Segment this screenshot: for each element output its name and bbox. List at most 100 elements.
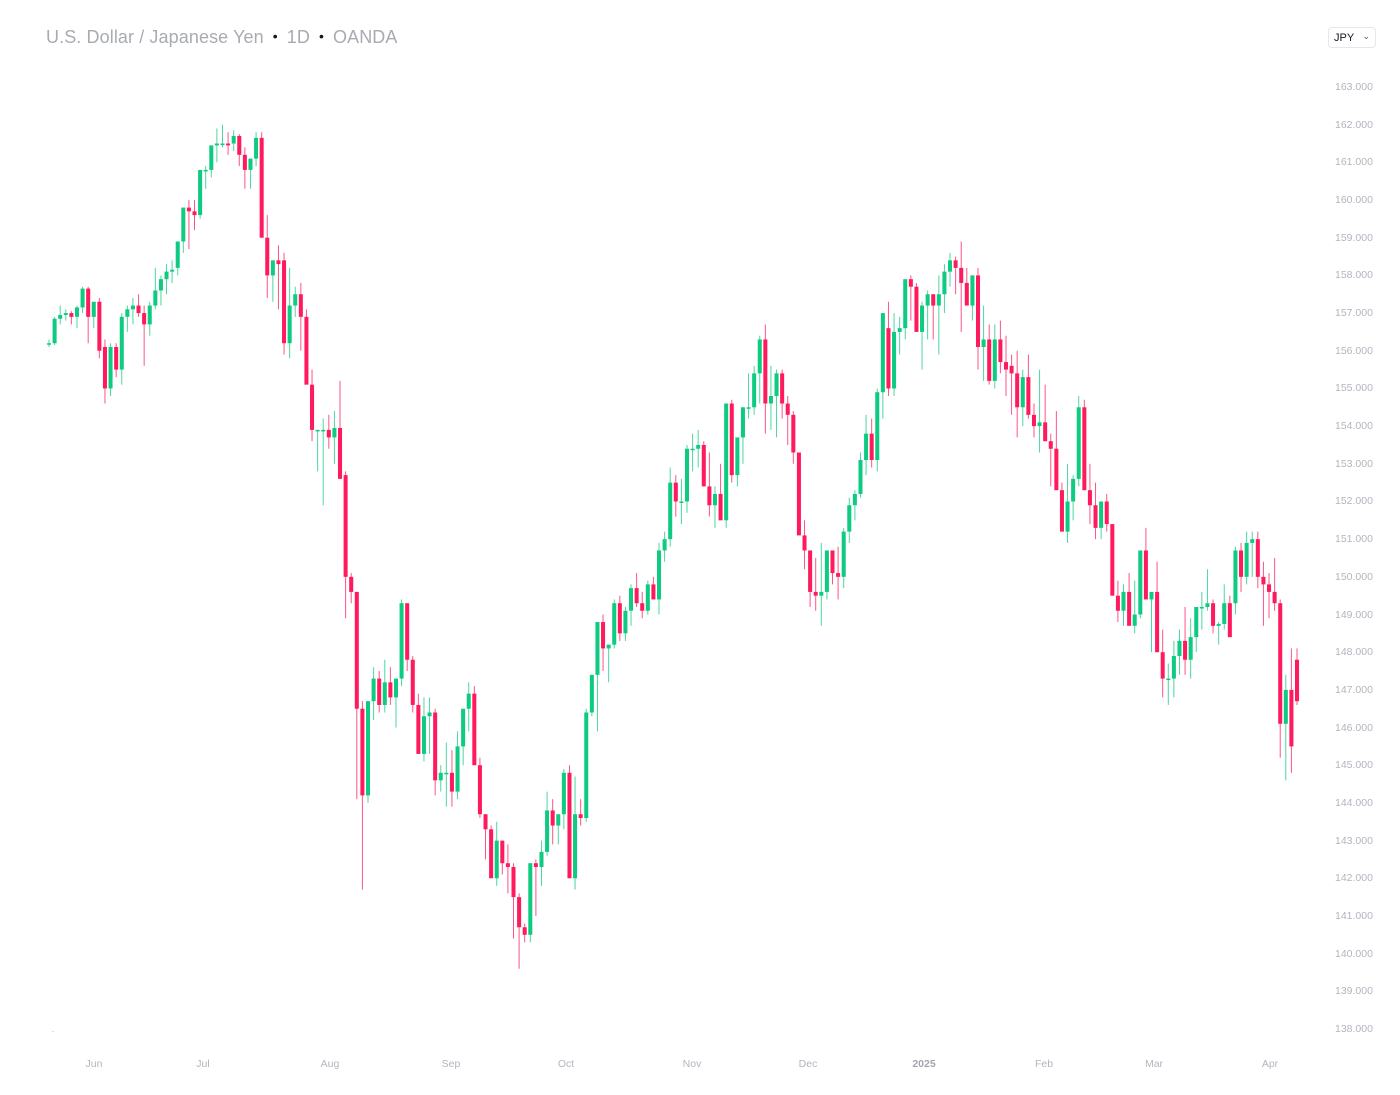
candle — [349, 573, 354, 604]
candle — [1155, 561, 1160, 653]
candle — [298, 282, 303, 351]
candle — [757, 335, 762, 404]
price-tick-label: 142.000 — [1335, 872, 1373, 885]
candle — [46, 339, 52, 347]
candle — [897, 316, 902, 355]
candle — [186, 200, 191, 250]
candle — [1009, 354, 1014, 415]
candle — [1171, 640, 1176, 698]
candle — [175, 241, 180, 276]
candle — [461, 708, 466, 766]
candle — [578, 799, 583, 826]
candle — [668, 467, 673, 547]
candle — [254, 132, 259, 167]
time-tick-label: Apr — [1261, 1058, 1279, 1070]
candle — [864, 414, 869, 476]
candle — [517, 893, 522, 969]
candle — [808, 550, 813, 607]
currency-value: JPY — [1334, 32, 1355, 44]
candle — [477, 757, 482, 818]
candle — [1015, 350, 1020, 438]
candle — [259, 132, 264, 238]
price-tick-label: 146.000 — [1335, 721, 1373, 734]
candle — [1093, 482, 1098, 540]
candle — [1166, 663, 1171, 705]
price-tick-label: 153.000 — [1335, 457, 1373, 470]
candle — [824, 550, 829, 600]
candle — [203, 166, 208, 189]
candle — [343, 471, 348, 619]
candle — [427, 697, 432, 754]
candle — [1177, 629, 1182, 675]
candle — [455, 731, 460, 800]
price-tick-label: 157.000 — [1335, 307, 1373, 320]
candle — [746, 373, 751, 419]
candle — [550, 799, 555, 845]
candle — [858, 452, 863, 498]
candle — [1244, 531, 1249, 585]
candle — [365, 701, 371, 803]
candle — [438, 765, 443, 792]
candle — [953, 256, 958, 295]
candle — [410, 655, 415, 713]
candle — [1026, 354, 1031, 419]
candle — [1188, 618, 1193, 679]
candle — [768, 365, 773, 430]
candle — [1239, 542, 1244, 592]
candle — [304, 309, 309, 385]
candle — [1143, 527, 1148, 600]
price-tick-label: 150.000 — [1335, 570, 1373, 583]
candle — [975, 267, 981, 370]
candle — [589, 674, 594, 717]
candle — [964, 267, 969, 306]
candle — [1020, 369, 1025, 427]
candle — [1222, 584, 1227, 630]
candle — [819, 542, 824, 626]
candle — [701, 441, 706, 487]
candle — [444, 742, 449, 807]
candle — [282, 252, 287, 355]
candle — [248, 158, 253, 189]
candle — [774, 369, 779, 438]
candle — [561, 769, 566, 830]
candle — [1199, 591, 1204, 630]
candle — [528, 863, 533, 943]
candle — [1071, 475, 1076, 521]
candle — [214, 128, 219, 163]
candle — [533, 859, 538, 916]
candle — [399, 599, 404, 687]
candle — [869, 418, 874, 468]
price-tick-label: 159.000 — [1335, 231, 1373, 244]
candle — [1216, 622, 1221, 645]
candle — [1087, 463, 1092, 525]
candle — [595, 622, 600, 732]
price-tick-label: 162.000 — [1335, 118, 1373, 131]
candle — [1267, 573, 1272, 619]
candle — [925, 290, 930, 340]
candle — [556, 814, 561, 845]
symbol-name: U.S. Dollar / Japanese Yen — [46, 27, 264, 47]
candle — [545, 791, 550, 856]
candle — [393, 678, 398, 728]
candle — [158, 275, 163, 306]
chart-title: U.S. Dollar / Japanese Yen • 1D • OANDA — [46, 27, 398, 48]
price-tick-label: 155.000 — [1335, 382, 1373, 395]
price-tick-label: 163.000 — [1335, 81, 1373, 93]
price-tick-label: 158.000 — [1335, 269, 1373, 282]
candle — [1003, 335, 1009, 396]
candle — [852, 490, 857, 521]
candle — [511, 863, 516, 939]
time-tick-label: Oct — [557, 1058, 575, 1070]
currency-select[interactable]: JPY ⌄ — [1328, 27, 1376, 48]
candle — [1289, 648, 1294, 773]
candle — [147, 301, 152, 336]
candle — [567, 765, 572, 879]
candle — [696, 429, 701, 468]
candle — [500, 840, 505, 875]
candle — [724, 403, 729, 528]
candle — [796, 452, 801, 536]
candle — [270, 260, 275, 302]
candle — [1127, 573, 1132, 626]
candle — [617, 595, 622, 641]
